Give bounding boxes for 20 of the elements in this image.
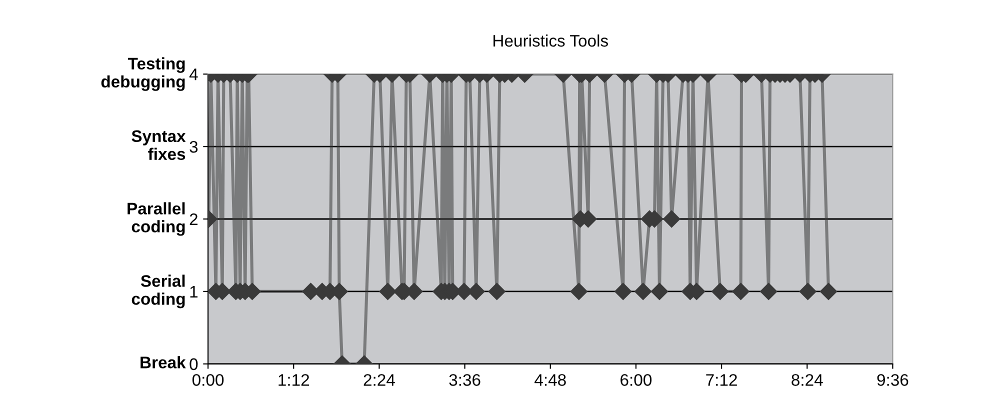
text: Break: [140, 356, 186, 368]
text: Parallel coding: [128, 202, 185, 236]
y-tick-label: 0: [190, 358, 198, 370]
x-tick-label: 1:12: [278, 374, 309, 386]
x-tick-label: 8:24: [792, 374, 823, 386]
text: Syntax fixes: [132, 130, 186, 160]
y-tick-label: 1: [190, 286, 198, 298]
x-tick-label: 0:00: [192, 374, 224, 386]
x-tick-label: 9:36: [877, 374, 908, 386]
y-tick-label: 2: [190, 213, 198, 226]
x-tick-label: 2:24: [364, 374, 395, 386]
x-tick-label: 7:12: [706, 374, 737, 386]
x-tick-label: 3:36: [449, 374, 480, 386]
x-tick-label: 4:48: [534, 374, 566, 386]
text: Testing debugging: [101, 57, 185, 91]
y-tick-label: 4: [189, 68, 198, 80]
chart-title: Heuristics Tools: [494, 34, 608, 47]
x-tick-label: 6:00: [620, 374, 652, 386]
text: Serial coding: [132, 274, 185, 308]
y-tick-label: 3: [190, 140, 198, 153]
